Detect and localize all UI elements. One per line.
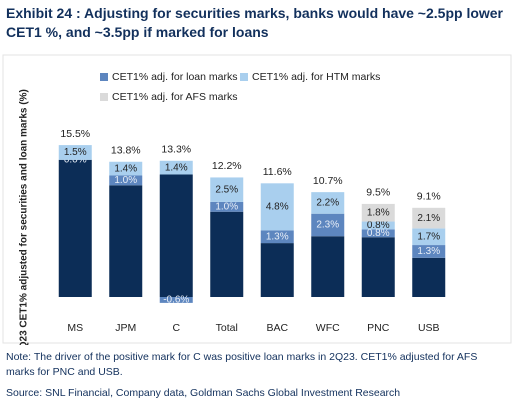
x-tick-label: PNC <box>367 322 390 334</box>
legend-label: CET1% adj. for AFS marks <box>112 91 237 103</box>
x-tick-label: BAC <box>266 322 288 334</box>
bar-segment <box>109 161 143 176</box>
bar-segment <box>361 203 395 222</box>
data-label: 1.3% <box>266 231 289 242</box>
legend-label: CET1% adj. for HTM marks <box>252 71 380 83</box>
data-label: 1.3% <box>417 246 440 257</box>
total-label: 13.8% <box>111 145 141 157</box>
x-tick-label: WFC <box>316 322 340 334</box>
bar-segment <box>210 177 244 202</box>
data-label: 2.3% <box>316 220 339 231</box>
data-label: 0.0% <box>64 154 87 165</box>
chart-title: Exhibit 24 : Adjusting for securities ma… <box>6 5 504 40</box>
bar-segment <box>412 207 446 229</box>
bar-segment <box>412 257 446 297</box>
chart-frame <box>2 54 512 344</box>
data-label: 1.4% <box>165 162 188 173</box>
data-label: 0.8% <box>367 220 390 231</box>
bar-segment <box>311 213 345 237</box>
x-tick-label: C <box>172 322 180 334</box>
total-label: 10.7% <box>313 175 343 187</box>
source: Source: SNL Financial, Company data, Gol… <box>6 387 401 399</box>
bar-segment <box>361 237 395 297</box>
data-label: 1.0% <box>114 175 137 186</box>
bar-segment <box>260 183 294 231</box>
x-tick-label: Total <box>216 322 238 334</box>
x-tick-label: USB <box>418 322 440 334</box>
data-label: 1.8% <box>367 207 390 218</box>
y-axis-label: 2Q23 CET1% adjusted for securities and l… <box>19 89 30 345</box>
x-tick-label: MS <box>67 322 83 334</box>
x-tick-label: JPM <box>115 322 136 334</box>
legend-swatch <box>100 73 108 81</box>
bar-segment <box>412 245 446 258</box>
data-label: 2.5% <box>215 184 238 195</box>
bar-segment <box>210 211 244 297</box>
total-label: 9.1% <box>417 191 441 203</box>
bar-segment <box>260 243 294 297</box>
bar-segment <box>412 228 446 246</box>
legend-swatch <box>100 93 108 101</box>
total-label: 11.6% <box>263 166 292 178</box>
bar-segment <box>311 192 345 214</box>
bar-segment <box>58 145 92 160</box>
bar-segment <box>210 201 244 212</box>
data-label: 1.4% <box>114 163 137 174</box>
data-label: 0.8% <box>367 228 390 239</box>
total-label: 9.5% <box>366 187 390 199</box>
bar-segment <box>109 185 143 297</box>
data-label: 2.2% <box>316 198 339 209</box>
total-label: 15.5% <box>60 128 90 140</box>
bar-segment <box>159 297 193 303</box>
note: Note: The driver of the positive mark fo… <box>6 351 478 378</box>
total-label: 13.3% <box>161 144 191 156</box>
bar-segment <box>159 174 193 297</box>
data-label: -0.6% <box>163 295 189 306</box>
data-label: 2.1% <box>417 213 440 224</box>
data-label: 4.8% <box>266 201 289 212</box>
bar-segment <box>260 230 294 244</box>
total-label: 12.2% <box>212 160 242 172</box>
legend-label: CET1% adj. for loan marks <box>112 71 237 83</box>
data-label: 1.0% <box>215 201 238 212</box>
data-label: 1.5% <box>64 147 87 158</box>
legend-swatch <box>240 73 248 81</box>
bar-segment <box>361 221 395 230</box>
chart: 2Q23 CET1% adjusted for securities and l… <box>2 54 512 345</box>
bar-segment <box>109 175 143 186</box>
bar-segment <box>159 160 193 175</box>
bar-segment <box>311 236 345 297</box>
bar-segment <box>361 229 395 238</box>
bar-segment <box>58 159 92 297</box>
data-label: 1.7% <box>417 231 440 242</box>
